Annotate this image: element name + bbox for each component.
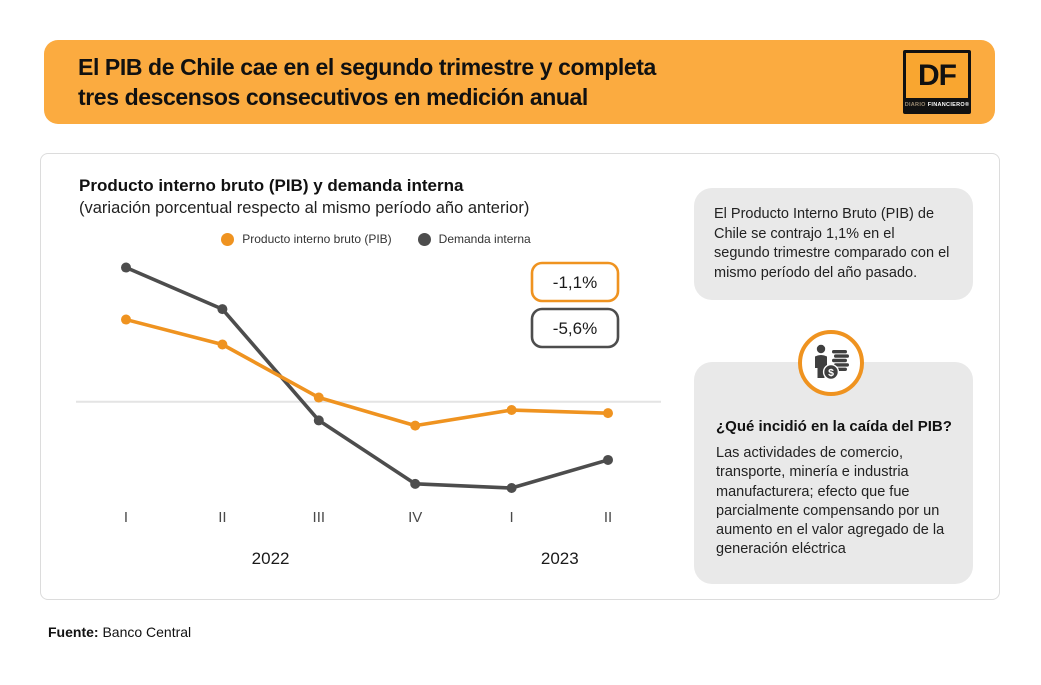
x-tick-label: IV [408,509,422,526]
legend-item-pib: Producto interno bruto (PIB) [221,232,392,246]
cause-panel: ¿Qué incidió en la caída del PIB? Las ac… [694,362,973,584]
summary-panel: El Producto Interno Bruto (PIB) de Chile… [694,188,973,300]
data-point [603,408,613,419]
legend-label-pib: Producto interno bruto (PIB) [242,232,392,246]
svg-text:$: $ [828,367,834,379]
data-point [410,478,421,489]
chart-card: Producto interno bruto (PIB) y demanda i… [40,153,1000,600]
data-point [121,262,131,273]
df-logo: DF DIARIO FINANCIERO® [903,50,971,114]
pib-series-dot-icon [221,232,235,246]
data-point [313,415,324,426]
money-icon-drawing: $ [815,344,849,381]
data-point [506,483,517,494]
x-tick-label: I [510,509,514,526]
chart-subtitle: (variación porcentual respecto al mismo … [79,199,530,217]
chart-legend: Producto interno bruto (PIB) Demanda int… [76,232,676,246]
legend-item-demanda: Demanda interna [417,232,531,246]
x-tick-label: I [124,509,128,526]
legend-label-demanda: Demanda interna [438,232,531,246]
data-point [603,454,613,465]
cause-body: Las actividades de comercio, transporte,… [716,445,945,558]
headline: El PIB de Chile cae en el segundo trimes… [78,52,656,112]
data-point [121,314,131,325]
headline-line2: tres descensos consecutivos en medición … [78,84,588,110]
source-note: Fuente: Banco Central [48,624,191,640]
summary-text: El Producto Interno Bruto (PIB) de Chile… [714,206,950,282]
df-logo-abbr: DF [918,58,957,92]
value-badge [530,307,620,349]
x-tick-label: III [313,509,326,526]
series-line-0 [124,317,610,428]
year-label: 2023 [541,549,579,568]
data-point [506,405,517,416]
value-badge-text: -1,1% [553,273,597,292]
series-line-1 [124,265,610,490]
source-value: Banco Central [102,624,192,640]
source-label: Fuente: [48,624,99,640]
x-tick-label: II [604,509,612,526]
data-point [410,420,421,431]
value-badge-text: -5,6% [553,319,597,338]
year-label: 2022 [252,549,290,568]
x-tick-label: II [218,509,226,526]
chart-title: Producto interno bruto (PIB) y demanda i… [79,176,464,195]
df-logo-wordmark: DIARIO FINANCIERO® [905,98,969,111]
headline-line1: El PIB de Chile cae en el segundo trimes… [78,54,656,80]
df-logo-monogram: DF [906,53,968,98]
data-point [217,339,228,350]
data-point [313,392,324,403]
cause-heading: ¿Qué incidió en la caída del PIB? [716,418,952,435]
data-point [217,304,228,315]
demanda-series-dot-icon [417,232,431,246]
person-with-money-stack-icon: $ [798,330,864,396]
value-badge [530,261,620,303]
header-bar: El PIB de Chile cae en el segundo trimes… [44,40,995,124]
